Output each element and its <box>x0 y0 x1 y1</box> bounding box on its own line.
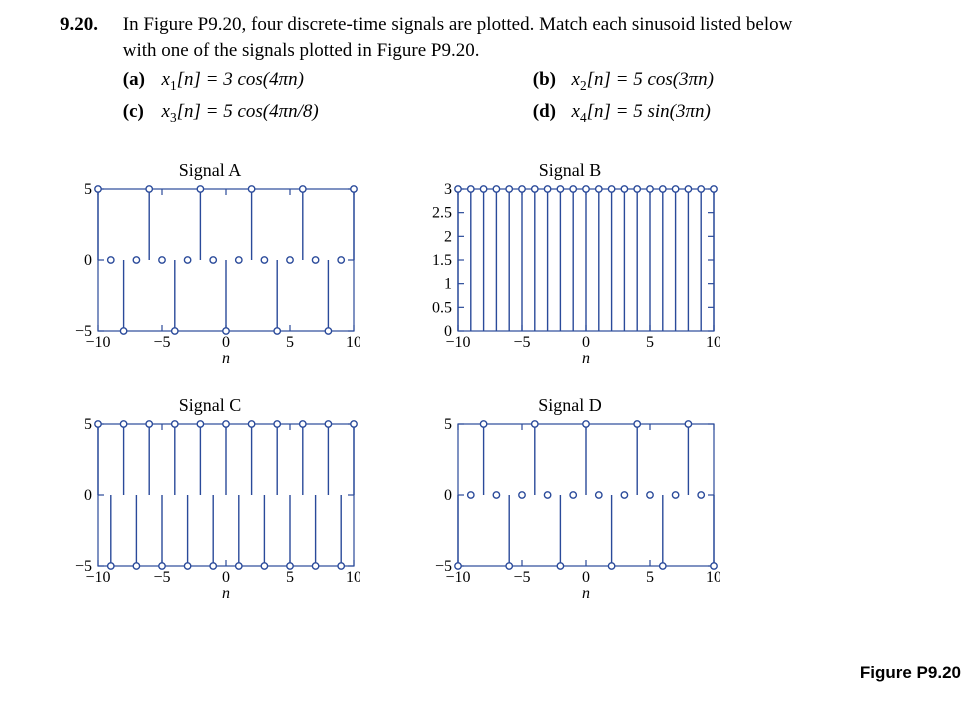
equation-d: (d) x4[n] = 5 sin(3πn) <box>533 99 943 127</box>
svg-text:0: 0 <box>84 252 92 269</box>
svg-text:10: 10 <box>346 334 360 351</box>
equation-row-1: (a) x1[n] = 3 cos(4πn) (b) x2[n] = 5 cos… <box>123 67 943 95</box>
svg-text:10: 10 <box>706 569 720 586</box>
svg-text:0: 0 <box>222 334 230 351</box>
svg-text:10: 10 <box>706 334 720 351</box>
equation-a-label: (a) <box>123 67 157 93</box>
equation-c-math: x3[n] = 5 cos(4πn/8) <box>162 101 319 122</box>
plot-row-1: Signal A −10−50510−505n Signal B −10−505… <box>60 160 930 365</box>
svg-text:0: 0 <box>222 569 230 586</box>
problem-number: 9.20. <box>60 12 118 38</box>
equation-b-math: x2[n] = 5 cos(3πn) <box>572 69 714 90</box>
problem-intro-line1: In Figure P9.20, four discrete-time sign… <box>123 14 793 35</box>
svg-text:5: 5 <box>84 183 92 198</box>
equation-row-2: (c) x3[n] = 5 cos(4πn/8) (d) x4[n] = 5 s… <box>123 99 943 127</box>
plot-C-svg: −10−50510−505n <box>60 418 360 600</box>
equation-b: (b) x2[n] = 5 cos(3πn) <box>533 67 943 95</box>
svg-text:n: n <box>582 350 590 365</box>
svg-text:5: 5 <box>286 334 294 351</box>
svg-text:1.5: 1.5 <box>432 252 452 269</box>
svg-text:2.5: 2.5 <box>432 205 452 222</box>
plot-row-2: Signal C −10−50510−505n Signal D −10−505… <box>60 395 930 600</box>
svg-text:5: 5 <box>444 418 452 433</box>
figure-caption: Figure P9.20 <box>860 663 961 683</box>
equation-a-math: x1[n] = 3 cos(4πn) <box>162 69 304 90</box>
equation-c: (c) x3[n] = 5 cos(4πn/8) <box>123 99 533 127</box>
svg-text:0.5: 0.5 <box>432 299 452 316</box>
svg-text:−5: −5 <box>435 558 452 575</box>
plot-A-svg: −10−50510−505n <box>60 183 360 365</box>
plot-A-title: Signal A <box>60 160 360 181</box>
svg-text:5: 5 <box>286 569 294 586</box>
svg-text:1: 1 <box>444 276 452 293</box>
plot-B-title: Signal B <box>420 160 720 181</box>
svg-text:10: 10 <box>346 569 360 586</box>
svg-text:n: n <box>222 350 230 365</box>
page: 9.20. In Figure P9.20, four discrete-tim… <box>0 0 979 715</box>
plot-A: Signal A −10−50510−505n <box>60 160 360 365</box>
plot-D-title: Signal D <box>420 395 720 416</box>
equation-d-label: (d) <box>533 99 567 125</box>
svg-text:0: 0 <box>444 323 452 340</box>
svg-text:0: 0 <box>582 334 590 351</box>
plot-C: Signal C −10−50510−505n <box>60 395 360 600</box>
equation-d-math: x4[n] = 5 sin(3πn) <box>572 101 711 122</box>
svg-text:0: 0 <box>84 487 92 504</box>
svg-text:5: 5 <box>84 418 92 433</box>
svg-text:−5: −5 <box>513 334 530 351</box>
svg-text:−5: −5 <box>153 569 170 586</box>
equation-c-label: (c) <box>123 99 157 125</box>
figure-grid: Signal A −10−50510−505n Signal B −10−505… <box>60 160 930 630</box>
svg-text:0: 0 <box>444 487 452 504</box>
plot-B-svg: −10−5051000.511.522.53n <box>420 183 720 365</box>
svg-text:5: 5 <box>646 334 654 351</box>
svg-text:5: 5 <box>646 569 654 586</box>
svg-text:−5: −5 <box>75 558 92 575</box>
problem-statement: 9.20. In Figure P9.20, four discrete-tim… <box>60 12 949 127</box>
svg-text:−5: −5 <box>75 323 92 340</box>
plot-B: Signal B −10−5051000.511.522.53n <box>420 160 720 365</box>
svg-text:0: 0 <box>582 569 590 586</box>
svg-text:3: 3 <box>444 183 452 198</box>
problem-body: In Figure P9.20, four discrete-time sign… <box>123 12 943 127</box>
equation-b-label: (b) <box>533 67 567 93</box>
svg-text:n: n <box>222 585 230 600</box>
svg-text:−5: −5 <box>153 334 170 351</box>
svg-text:2: 2 <box>444 228 452 245</box>
plot-C-title: Signal C <box>60 395 360 416</box>
svg-text:n: n <box>582 585 590 600</box>
problem-intro-line2: with one of the signals plotted in Figur… <box>123 40 480 61</box>
svg-text:−5: −5 <box>513 569 530 586</box>
equation-a: (a) x1[n] = 3 cos(4πn) <box>123 67 533 95</box>
plot-D: Signal D −10−50510−505n <box>420 395 720 600</box>
plot-D-svg: −10−50510−505n <box>420 418 720 600</box>
